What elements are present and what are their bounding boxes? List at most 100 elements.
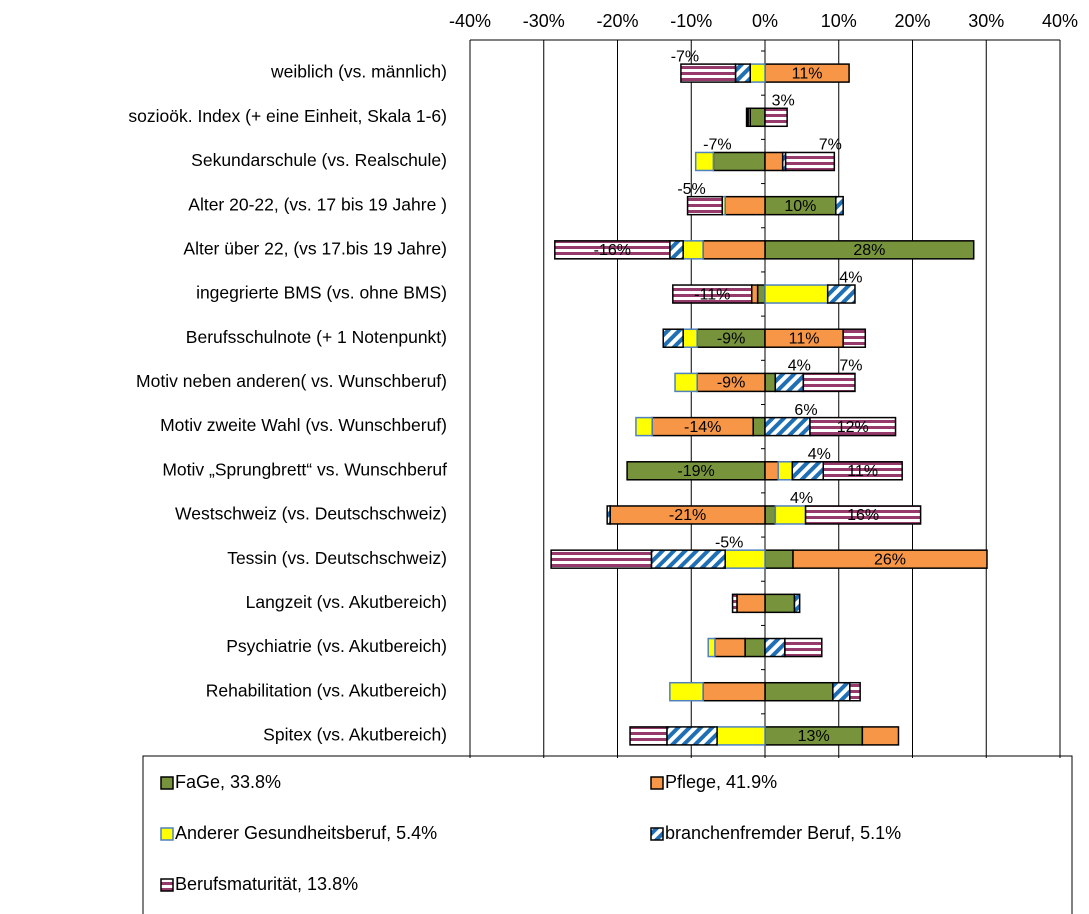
bar-segment <box>822 461 903 481</box>
y-tick-label: Westschweiz (vs. Deutschschweiz) <box>175 504 447 524</box>
y-tick-label: ingegrierte BMS (vs. ohne BMS) <box>196 283 447 303</box>
x-tick-label: -20% <box>596 11 638 31</box>
x-tick-label: 40% <box>1042 11 1078 31</box>
bar-segment <box>764 461 780 481</box>
bar-segment <box>749 107 766 128</box>
legend-marker <box>160 827 174 841</box>
bar-segment <box>804 505 922 525</box>
data-label: 4% <box>808 446 831 463</box>
bar-segment <box>662 328 684 348</box>
bar-segment <box>777 461 794 481</box>
bar-segment <box>707 637 716 658</box>
data-label: -9% <box>717 330 745 347</box>
bar-segment <box>842 328 867 348</box>
bar-segment <box>764 637 786 658</box>
bar-segment <box>764 593 796 614</box>
bar-segment <box>784 151 836 172</box>
data-label: 4% <box>788 358 811 375</box>
bar-segment <box>674 372 698 393</box>
data-label: 7% <box>819 137 842 154</box>
bar-segment <box>750 284 759 304</box>
bar-segment <box>734 63 751 83</box>
data-label: -14% <box>684 419 721 436</box>
y-tick-label: sozioök. Index (+ eine Einheit, Skala 1-… <box>128 106 447 126</box>
y-tick-label: Motiv zweite Wahl (vs. Wunschberuf) <box>160 415 447 435</box>
data-label: 26% <box>874 551 906 568</box>
bar-segment <box>802 372 856 393</box>
bar-segment <box>764 151 784 172</box>
bar-segment <box>550 549 653 569</box>
legend-marker <box>650 827 664 841</box>
bar-segment <box>764 416 811 437</box>
x-tick-label: 10% <box>821 11 857 31</box>
bar-segment <box>791 461 825 481</box>
bar-segment <box>764 372 777 393</box>
bar-segment <box>849 681 861 702</box>
bar-segment <box>680 63 737 83</box>
bar-segment <box>682 240 704 260</box>
legend-label: Berufsmaturität, 13.8% <box>175 874 358 894</box>
bar-segment <box>835 195 844 216</box>
legend-marker <box>650 776 664 790</box>
x-tick-label: -40% <box>449 11 491 31</box>
bar-segment <box>784 637 823 658</box>
bar-segment <box>745 107 749 128</box>
bar-segment <box>714 637 746 658</box>
bar-segment <box>792 549 988 569</box>
data-label: -9% <box>717 375 745 392</box>
x-tick-label: 30% <box>968 11 1004 31</box>
bar-segment <box>826 284 856 304</box>
bar-segment <box>793 593 801 614</box>
bar-segment <box>744 637 766 658</box>
data-label: -21% <box>669 507 706 524</box>
bar-segment <box>774 372 805 393</box>
y-tick-label: Sekundarschule (vs. Realschule) <box>191 150 447 170</box>
bar-segment <box>554 240 671 260</box>
legend-marker <box>160 878 174 892</box>
y-tick-label: Alter über 22, (vs 17.bis 19 Jahre) <box>183 238 447 258</box>
data-label: -11% <box>694 286 730 303</box>
legend-label: branchenfremder Beruf, 5.1% <box>665 823 901 843</box>
bar-segment <box>832 681 851 702</box>
bar-segment <box>702 240 766 260</box>
bar-segment <box>749 63 766 83</box>
bar-segment <box>809 416 897 437</box>
legend-label: FaGe, 33.8% <box>175 772 281 792</box>
data-label: 11% <box>789 330 820 347</box>
bar-segment <box>731 593 738 614</box>
bar-segment <box>764 549 794 569</box>
bar-segment <box>694 151 715 172</box>
bar-segment <box>635 416 653 437</box>
bar-segment <box>669 681 704 702</box>
legend-label: Pflege, 41.9% <box>665 772 777 792</box>
bar-segment <box>669 240 684 260</box>
legend-marker <box>160 776 174 790</box>
bar-segment <box>724 549 766 569</box>
x-tick-label: 0% <box>752 11 778 31</box>
bar-segment <box>650 549 726 569</box>
bar-segment <box>682 328 698 348</box>
bar-segment <box>764 681 834 702</box>
bar-segment <box>724 195 766 216</box>
y-tick-label: Psychiatrie (vs. Akutbereich) <box>226 636 447 656</box>
bar-segment <box>702 681 766 702</box>
data-label: 4% <box>790 490 813 507</box>
data-label: 6% <box>794 402 817 419</box>
bar-segment <box>606 505 611 525</box>
data-label: -7% <box>671 48 699 65</box>
data-label: 11% <box>792 65 823 82</box>
x-tick-label: 20% <box>894 11 930 31</box>
bar-segment <box>752 416 766 437</box>
data-label: -5% <box>715 534 743 551</box>
data-label: 7% <box>839 358 862 375</box>
bar-segment <box>764 505 777 525</box>
bar-segment <box>756 284 766 304</box>
data-label: -7% <box>703 137 731 154</box>
bar-segment <box>666 726 718 746</box>
data-label: -19% <box>677 463 714 480</box>
y-tick-label: weiblich (vs. männlich) <box>270 62 447 82</box>
data-label: 11% <box>847 463 878 480</box>
bar-segment <box>764 107 788 128</box>
